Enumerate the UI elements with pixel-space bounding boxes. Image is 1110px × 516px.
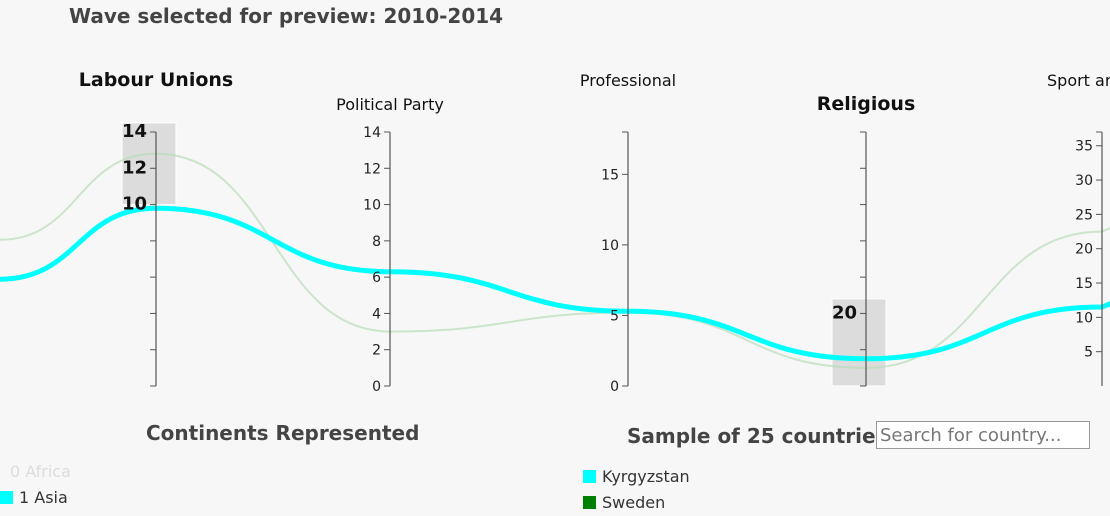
continents-title: Continents Represented: [146, 421, 420, 445]
axis-tick-label-professional-2: 10: [601, 238, 619, 254]
continent-legend-item[interactable]: 0 Africa: [0, 458, 71, 484]
axis-tick-label-political-4: 8: [372, 234, 381, 250]
axis-tick-label-labour-0: 10: [122, 194, 147, 215]
country-legend-item[interactable]: Kyrgyzstan: [583, 463, 690, 489]
country-legend-label: Sweden: [602, 492, 666, 512]
country-legend-swatch: [583, 469, 596, 483]
series-line-kyrgyzstan: [0, 205, 1110, 362]
axis-tick-label-sport-1: 10: [1075, 310, 1093, 326]
axis-tick-label-political-3: 6: [372, 270, 381, 286]
axis-brush-religious: [831, 298, 887, 387]
axis-tick-label-political-5: 10: [363, 198, 381, 214]
axis-tick-label-political-0: 0: [372, 379, 381, 395]
continent-legend-item[interactable]: 1 Asia: [0, 484, 71, 510]
axis-tick-label-sport-5: 30: [1075, 173, 1093, 189]
continents-legend: 0 Africa 1 Asia: [0, 458, 71, 510]
axis-tick-label-professional-3: 15: [601, 167, 619, 183]
continent-legend-label: 0 Africa: [10, 461, 71, 481]
wave-label: Wave selected for preview: 2010-2014: [69, 4, 504, 28]
countries-title: Sample of 25 countries: [627, 424, 888, 448]
axis-tick-label-sport-3: 20: [1075, 242, 1093, 258]
axis-title-political: Political Party: [336, 95, 444, 114]
continent-legend-label: 1 Asia: [19, 487, 68, 507]
axis-tick-label-religious-0: 20: [832, 302, 857, 323]
axis-tick-label-professional-0: 0: [610, 379, 619, 395]
axis-tick-label-labour-1: 12: [122, 157, 147, 178]
countries-legend: Kyrgyzstan Sweden: [583, 463, 690, 515]
parallel-coordinates-chart: 10 12 14 Labour Unions 0 2 4 6 8 10 12 14 Political …: [0, 69, 1110, 395]
axis-brush-labour: [121, 122, 177, 206]
axis-title-labour: Labour Unions: [79, 69, 233, 91]
axis-tick-label-sport-4: 25: [1075, 207, 1093, 223]
country-legend-label: Kyrgyzstan: [602, 466, 690, 486]
axis-tick-label-political-6: 12: [363, 161, 381, 177]
country-legend-item[interactable]: Sweden: [583, 489, 690, 515]
continent-legend-swatch: [0, 465, 4, 478]
axis-title-religious: Religious: [817, 93, 916, 115]
axis-tick-label-sport-6: 35: [1075, 139, 1093, 155]
axis-tick-label-political-7: 14: [363, 125, 381, 141]
axis-tick-label-political-2: 4: [372, 306, 381, 322]
axis-tick-label-professional-1: 5: [610, 308, 619, 324]
axis-tick-label-labour-2: 14: [122, 121, 147, 142]
continent-legend-swatch: [0, 490, 13, 504]
axis-tick-label-sport-2: 15: [1075, 276, 1093, 292]
country-legend-swatch: [583, 495, 596, 509]
axis-title-sport: Sport ar: [1047, 71, 1110, 90]
axis-tick-label-political-1: 2: [372, 343, 381, 359]
country-search-input[interactable]: [876, 421, 1090, 449]
axis-title-professional: Professional: [580, 71, 676, 90]
axis-tick-label-sport-0: 5: [1084, 345, 1093, 361]
